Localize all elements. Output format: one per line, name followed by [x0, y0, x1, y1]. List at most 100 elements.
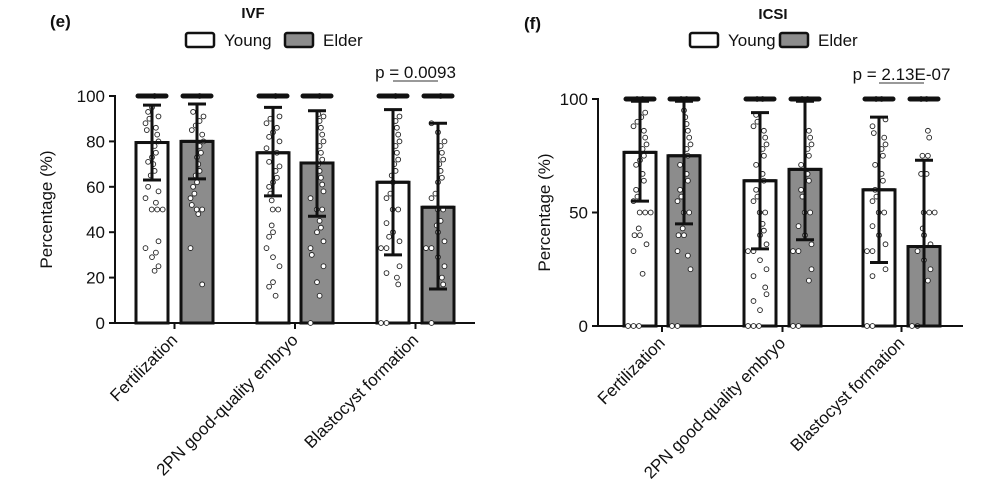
chart-title: ICSI [758, 6, 787, 23]
x-tick-label: Fertilization [106, 330, 181, 405]
data-point [761, 127, 767, 134]
data-point [268, 222, 275, 229]
data-point [266, 183, 272, 190]
data-point [639, 270, 646, 277]
data-point [423, 245, 429, 251]
legend-swatch-young [688, 31, 720, 49]
data-point [395, 281, 402, 288]
data-point [276, 263, 283, 270]
data-point [926, 209, 933, 216]
bar-group [375, 93, 411, 326]
data-point [153, 124, 159, 131]
data-point [396, 138, 403, 145]
data-point [428, 320, 435, 326]
data-point [270, 279, 276, 285]
data-point [864, 248, 870, 254]
data-point [270, 254, 276, 261]
y-tick-label: 40 [86, 223, 105, 242]
y-tick-label: 100 [77, 87, 105, 106]
data-point [155, 263, 162, 270]
data-point [880, 152, 886, 159]
data-point [318, 174, 324, 181]
data-point [630, 248, 637, 254]
data-point [316, 218, 323, 224]
x-tick-label: Blastocyst formation [301, 330, 423, 452]
y-axis-label: Percentage (%) [37, 150, 56, 268]
data-point [808, 266, 815, 273]
data-point [441, 138, 448, 145]
legend-swatch-young [184, 31, 216, 49]
data-point [307, 195, 314, 202]
data-point [869, 323, 876, 329]
data-point [745, 248, 751, 254]
data-point [441, 238, 448, 245]
data-point [270, 229, 276, 236]
data-point [686, 209, 693, 216]
bar-group [255, 93, 291, 325]
data-point [188, 202, 195, 208]
x-tick-label: Fertilization [594, 333, 669, 408]
data-point [320, 113, 327, 120]
data-point [807, 209, 814, 216]
data-point [200, 113, 207, 120]
data-point [276, 113, 283, 120]
data-point [685, 177, 691, 184]
data-point [633, 161, 639, 168]
data-point [806, 127, 812, 134]
data-point [869, 223, 876, 229]
data-point [266, 158, 272, 165]
data-point [636, 323, 642, 329]
data-point [790, 248, 796, 254]
data-point [806, 177, 812, 184]
legend-label-elder: Elder [323, 31, 363, 50]
data-point [745, 323, 751, 329]
data-point [276, 163, 283, 170]
data-point [314, 279, 320, 285]
data-point [798, 161, 804, 168]
data-point [142, 245, 149, 251]
y-tick-label: 50 [569, 204, 588, 223]
data-point [275, 206, 282, 213]
data-point [757, 307, 763, 313]
data-point [641, 152, 647, 159]
data-point [808, 241, 815, 248]
data-point [687, 141, 694, 148]
y-tick-label: 100 [560, 90, 588, 109]
data-point [909, 323, 915, 329]
data-point [869, 248, 876, 254]
data-point [677, 186, 683, 193]
data-point [266, 233, 272, 240]
data-point [750, 198, 757, 205]
data-point [642, 109, 649, 116]
data-point [396, 263, 403, 270]
data-point [190, 183, 196, 190]
data-point [642, 134, 649, 141]
bar-group [906, 96, 942, 329]
data-point [198, 149, 204, 156]
data-point [386, 233, 392, 240]
data-point [188, 127, 195, 133]
data-point [194, 179, 200, 186]
data-point [762, 209, 769, 216]
data-point [761, 227, 767, 234]
data-point [266, 283, 272, 290]
data-point [149, 254, 155, 261]
data-point [320, 238, 327, 245]
data-point [159, 206, 166, 213]
data-point [154, 206, 161, 213]
data-point [155, 113, 162, 120]
data-point [153, 249, 159, 256]
data-point [763, 266, 770, 273]
data-point [383, 320, 390, 326]
data-point [319, 131, 326, 138]
data-point [320, 263, 327, 270]
data-point [642, 209, 649, 216]
x-tick-label: Blastocyst formation [787, 333, 909, 455]
data-point [641, 177, 647, 184]
data-point [378, 245, 384, 251]
data-point [643, 141, 650, 148]
data-point [872, 161, 878, 168]
data-point [753, 161, 759, 168]
data-point [318, 149, 324, 156]
